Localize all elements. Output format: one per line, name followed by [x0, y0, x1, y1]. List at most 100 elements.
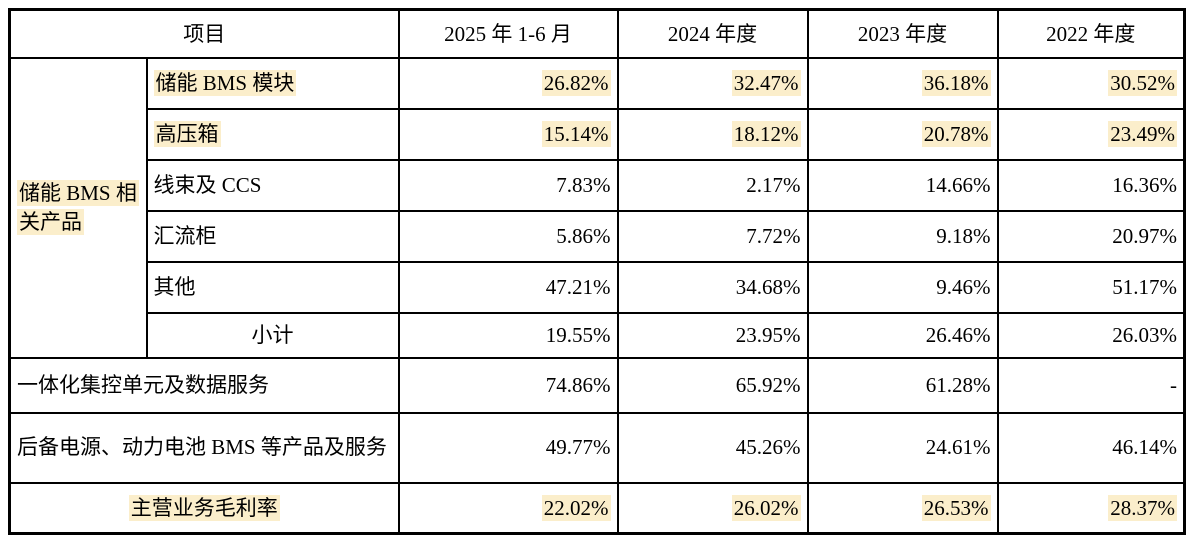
total-label-text: 主营业务毛利率	[128, 494, 280, 521]
total-row: 主营业务毛利率 22.02% 26.02% 26.53% 28.37%	[8, 481, 1186, 535]
value-text: 24.61%	[925, 435, 991, 460]
value-text: 20.78%	[921, 120, 991, 147]
row-label: 后备电源、动力电池 BMS 等产品及服务	[8, 411, 400, 484]
value-cell: 28.37%	[996, 481, 1186, 535]
group-label-text: 储能 BMS 相关产品	[17, 180, 139, 235]
header-period-2025: 2025 年 1-6 月	[397, 8, 619, 59]
total-label: 主营业务毛利率	[8, 481, 400, 535]
value-cell: 7.83%	[397, 158, 619, 212]
table-row: 储能 BMS 相关产品 储能 BMS 模块 26.82% 32.47% 36.1…	[8, 56, 1186, 359]
row-label: 高压箱	[145, 107, 400, 161]
value-cell: 45.26%	[616, 411, 809, 484]
value-text: 9.46%	[936, 274, 991, 299]
value-cell: 32.47%	[616, 56, 809, 110]
value-text: 61.28%	[925, 372, 991, 397]
row-label: 一体化集控单元及数据服务	[8, 356, 400, 414]
value-text: 28.37%	[1108, 494, 1177, 521]
value-cell: 34.68%	[616, 260, 809, 314]
value-text: 65.92%	[735, 372, 801, 397]
value-text: 7.72%	[746, 223, 801, 248]
value-text: 26.53%	[921, 494, 991, 521]
table-header-row: 项目 2025 年 1-6 月 2024 年度 2023 年度 2022 年度	[8, 8, 1186, 59]
value-cell: 47.21%	[397, 260, 619, 314]
value-cell: 61.28%	[806, 356, 999, 414]
value-text: 74.86%	[545, 372, 611, 397]
row-label: 储能 BMS 模块	[145, 56, 400, 110]
value-text: 20.97%	[1112, 223, 1177, 248]
value-cell: 36.18%	[806, 56, 999, 110]
value-text: 23.95%	[735, 322, 801, 347]
value-cell: 74.86%	[397, 356, 619, 414]
subtotal-label: 小计	[145, 311, 400, 359]
table-row: 后备电源、动力电池 BMS 等产品及服务 49.77% 45.26% 24.61…	[8, 411, 1186, 484]
value-cell: 23.49%	[996, 107, 1186, 161]
table-row: 线束及 CCS 7.83% 2.17% 14.66% 16.36%	[10, 158, 1186, 212]
table-row: 高压箱 15.14% 18.12% 20.78% 23.49%	[10, 107, 1186, 161]
value-cell: 16.36%	[996, 158, 1186, 212]
value-text: 15.14%	[541, 120, 611, 147]
value-cell: 23.95%	[616, 311, 809, 359]
value-cell: 24.61%	[806, 411, 999, 484]
value-text: 16.36%	[1112, 172, 1177, 197]
table-row: 汇流柜 5.86% 7.72% 9.18% 20.97%	[10, 209, 1186, 263]
header-period-2023: 2023 年度	[806, 8, 999, 59]
row-label: 线束及 CCS	[145, 158, 400, 212]
value-text: 2.17%	[746, 172, 801, 197]
value-text: 32.47%	[731, 69, 801, 96]
value-text: 51.17%	[1112, 274, 1177, 299]
value-cell: 65.92%	[616, 356, 809, 414]
gross-margin-table: 项目 2025 年 1-6 月 2024 年度 2023 年度 2022 年度 …	[8, 8, 1186, 535]
row-label-text: 线束及 CCS	[153, 172, 262, 197]
value-text: 26.46%	[925, 322, 991, 347]
value-text: 5.86%	[556, 223, 611, 248]
value-cell: 9.18%	[806, 209, 999, 263]
value-text: 49.77%	[545, 435, 611, 460]
value-text: -	[1170, 372, 1177, 397]
value-cell: 26.02%	[616, 481, 809, 535]
value-cell: 5.86%	[397, 209, 619, 263]
value-cell: 26.53%	[806, 481, 999, 535]
row-label-text: 储能 BMS 模块	[153, 69, 297, 96]
value-cell: 22.02%	[397, 481, 619, 535]
row-label-text: 其他	[153, 274, 196, 299]
value-cell: 26.46%	[806, 311, 999, 359]
value-text: 19.55%	[545, 322, 611, 347]
value-cell: 26.82%	[397, 56, 619, 110]
row-label-text: 高压箱	[153, 120, 221, 147]
value-text: 26.02%	[731, 494, 801, 521]
value-text: 14.66%	[925, 172, 991, 197]
value-text: 36.18%	[921, 69, 991, 96]
value-text: 26.03%	[1112, 322, 1177, 347]
row-label-text: 汇流柜	[153, 223, 217, 248]
subtotal-label-text: 小计	[251, 322, 294, 347]
row-label: 汇流柜	[145, 209, 400, 263]
value-cell: 30.52%	[996, 56, 1186, 110]
table-row: 一体化集控单元及数据服务 74.86% 65.92% 61.28% -	[8, 356, 1186, 414]
group-label-cell: 储能 BMS 相关产品	[8, 56, 148, 359]
table-row: 其他 47.21% 34.68% 9.46% 51.17%	[10, 260, 1186, 314]
row-label-text: 一体化集控单元及数据服务	[17, 372, 269, 397]
value-text: 9.18%	[936, 223, 991, 248]
value-text: 26.82%	[541, 69, 611, 96]
value-cell: 2.17%	[616, 158, 809, 212]
header-period-2022: 2022 年度	[996, 8, 1186, 59]
value-cell: 18.12%	[616, 107, 809, 161]
value-cell: 9.46%	[806, 260, 999, 314]
value-text: 47.21%	[545, 274, 611, 299]
value-cell: 49.77%	[397, 411, 619, 484]
value-cell: -	[996, 356, 1186, 414]
row-label: 其他	[145, 260, 400, 314]
value-text: 22.02%	[541, 494, 611, 521]
value-cell: 15.14%	[397, 107, 619, 161]
header-item: 项目	[8, 8, 400, 59]
value-text: 34.68%	[735, 274, 801, 299]
value-text: 45.26%	[735, 435, 801, 460]
row-label-text: 后备电源、动力电池 BMS 等产品及服务	[17, 435, 387, 460]
value-text: 7.83%	[556, 172, 611, 197]
value-text: 23.49%	[1108, 120, 1177, 147]
value-cell: 46.14%	[996, 411, 1186, 484]
header-period-2024: 2024 年度	[616, 8, 809, 59]
value-cell: 51.17%	[996, 260, 1186, 314]
value-text: 18.12%	[731, 120, 801, 147]
